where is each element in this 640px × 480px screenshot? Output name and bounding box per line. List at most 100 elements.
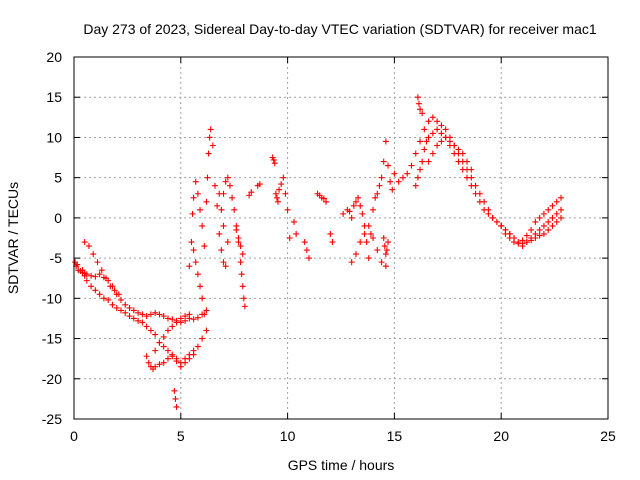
data-point <box>455 146 462 153</box>
data-point <box>455 158 462 165</box>
data-point <box>511 239 518 246</box>
data-point <box>239 251 246 258</box>
data-point <box>320 195 327 202</box>
data-point <box>109 301 116 308</box>
y-tick-label: 10 <box>46 129 62 145</box>
data-point <box>160 313 167 320</box>
data-point <box>152 309 159 316</box>
data-point <box>92 287 99 294</box>
data-point <box>372 194 379 201</box>
data-point <box>528 226 535 233</box>
data-point <box>126 304 133 311</box>
data-point <box>186 263 193 270</box>
data-point <box>519 237 526 244</box>
data-point <box>515 240 522 247</box>
data-point <box>90 251 97 258</box>
data-point <box>425 158 432 165</box>
data-point <box>117 307 124 314</box>
data-point <box>438 122 445 129</box>
data-point <box>164 315 171 322</box>
data-point <box>434 126 441 133</box>
data-point <box>272 190 279 197</box>
data-point <box>493 218 500 225</box>
data-point <box>220 259 227 266</box>
data-point <box>220 222 227 229</box>
data-point <box>126 313 133 320</box>
data-point <box>152 331 159 338</box>
data-point <box>164 355 171 362</box>
data-point <box>540 210 547 217</box>
data-point <box>147 311 154 318</box>
data-point <box>156 361 163 368</box>
data-point <box>164 327 171 334</box>
data-point <box>156 339 163 346</box>
data-point <box>278 181 285 188</box>
data-point <box>365 222 372 229</box>
plot-frame <box>73 56 609 420</box>
data-point <box>173 319 180 326</box>
data-point <box>352 251 359 258</box>
y-tick-label: 5 <box>54 170 62 186</box>
data-point <box>414 94 421 101</box>
data-point <box>111 287 118 294</box>
data-point <box>235 235 242 241</box>
data-point <box>446 142 453 149</box>
data-point <box>359 210 366 217</box>
data-point <box>211 182 218 189</box>
data-point <box>222 178 229 185</box>
data-point <box>164 347 171 354</box>
data-point <box>502 230 509 237</box>
data-point <box>224 239 231 246</box>
data-point <box>229 194 236 201</box>
data-layer <box>72 94 565 410</box>
data-point <box>361 230 368 237</box>
data-point <box>370 206 377 213</box>
data-point <box>143 353 150 360</box>
x-axis-title: GPS time / hours <box>288 457 395 473</box>
data-point <box>329 239 336 246</box>
data-point <box>107 283 114 290</box>
data-point <box>545 218 552 225</box>
data-point <box>421 126 428 133</box>
data-point <box>528 235 535 241</box>
data-point <box>340 210 347 217</box>
data-point <box>201 243 208 250</box>
data-point <box>553 218 560 225</box>
x-tick-label: 5 <box>177 428 185 444</box>
data-point <box>139 311 146 318</box>
data-point <box>79 267 86 274</box>
data-point <box>434 118 441 125</box>
data-point <box>558 206 565 213</box>
data-point <box>160 343 167 350</box>
data-point <box>429 114 436 121</box>
data-point <box>519 243 526 250</box>
x-tick-label: 25 <box>600 428 616 444</box>
data-point <box>190 194 197 201</box>
data-point <box>172 395 179 402</box>
data-point <box>348 259 355 266</box>
data-point <box>399 174 406 181</box>
data-point <box>194 314 201 321</box>
data-point <box>182 313 189 320</box>
data-point <box>197 283 204 290</box>
data-point <box>408 162 415 169</box>
data-point <box>203 198 210 205</box>
data-point <box>169 323 176 330</box>
data-point <box>224 174 231 181</box>
data-point <box>130 307 137 314</box>
data-point <box>417 166 424 173</box>
y-tick-label: 20 <box>46 49 62 65</box>
data-point <box>357 202 364 209</box>
data-point <box>485 210 492 217</box>
data-point <box>98 267 105 274</box>
data-point <box>301 239 308 246</box>
data-point <box>199 335 206 342</box>
data-point <box>189 210 196 217</box>
x-tick-label: 10 <box>280 428 296 444</box>
data-point <box>425 118 432 125</box>
data-point <box>438 138 445 145</box>
data-point <box>417 106 424 113</box>
data-point <box>414 174 421 181</box>
data-point <box>74 261 81 268</box>
